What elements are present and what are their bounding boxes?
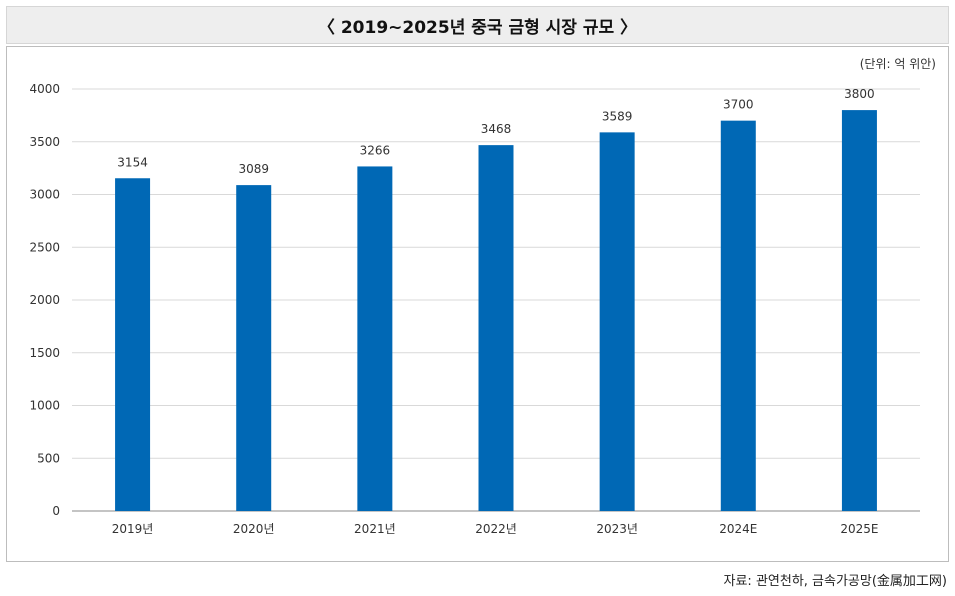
data-label: 3800: [844, 87, 875, 101]
bar-chart: 0 500 1000 1500 2000 2500 3000 3500 4000 3154 2019…: [29, 82, 920, 536]
y-tick-label: 0: [52, 504, 60, 518]
unit-label: (단위: 억 위안): [859, 57, 936, 71]
source-note: 자료: 관연천하, 금속가공망(金属加工网): [723, 574, 947, 589]
bar: [478, 145, 514, 511]
y-tick-label: 2000: [29, 293, 60, 307]
x-tick-label: 2021년: [354, 522, 396, 536]
bar: [236, 185, 272, 511]
chart-title: 〈 2019~2025년 중국 금형 시장 규모 〉: [317, 17, 638, 38]
chart-title-bar: 〈 2019~2025년 중국 금형 시장 규모 〉: [6, 6, 949, 44]
x-tick-label: 2024E: [719, 522, 757, 536]
bar: [599, 132, 635, 511]
bar: [357, 166, 393, 511]
x-tick-label: 2022년: [475, 522, 517, 536]
x-tick-label: 2023년: [596, 522, 638, 536]
data-label: 3266: [360, 143, 391, 157]
chart-area: (단위: 억 위안) 0 500 1000 1500 2000 2500 3000 3500 4…: [6, 46, 949, 562]
y-tick-label: 500: [37, 451, 60, 465]
x-tick-label: 2019년: [112, 522, 154, 536]
data-label: 3700: [723, 98, 754, 112]
data-label: 3154: [117, 155, 148, 169]
y-tick-label: 1500: [29, 346, 60, 360]
y-tick-label: 3000: [29, 188, 60, 202]
data-label: 3089: [238, 162, 269, 176]
bar: [841, 110, 877, 511]
x-tick-label: 2020년: [233, 522, 275, 536]
data-label: 3468: [481, 122, 512, 136]
bar: [115, 178, 151, 512]
data-label: 3589: [602, 109, 633, 123]
y-tick-label: 4000: [29, 82, 60, 96]
x-tick-label: 2025E: [840, 522, 878, 536]
y-tick-label: 2500: [29, 240, 60, 254]
y-tick-label: 1000: [29, 399, 60, 413]
bar: [720, 120, 756, 512]
y-tick-label: 3500: [29, 135, 60, 149]
